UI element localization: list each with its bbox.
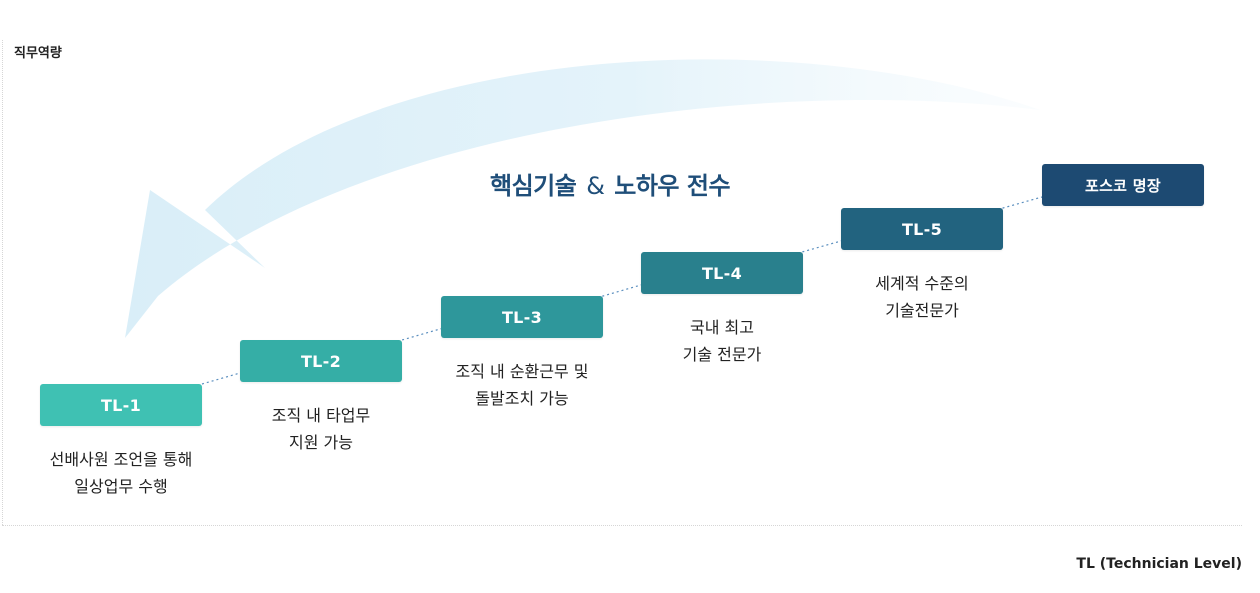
level-desc-tl-3: 조직 내 순환근무 및 돌발조치 가능	[455, 362, 589, 408]
level-desc-tl-2: 조직 내 타업무 지원 가능	[271, 406, 371, 452]
level-box-tl-3: TL-3	[441, 296, 603, 338]
level-box-tl-2: TL-2	[240, 340, 402, 382]
level-box-tl-1: TL-1	[40, 384, 202, 426]
level-desc-tl-5: 세계적 수준의 기술전문가	[875, 274, 969, 320]
x-axis-line	[2, 525, 1242, 526]
x-axis-label: TL (Technician Level)	[1076, 556, 1242, 572]
y-axis-label: 직무역량	[14, 46, 62, 61]
level-desc-tl-4: 국내 최고 기술 전문가	[682, 318, 762, 364]
level-desc-tl-1: 선배사원 조언을 통해 일상업무 수행	[49, 450, 193, 496]
headline-part2: 노하우 전수	[614, 172, 731, 200]
headline: 핵심기술 & 노하우 전수	[490, 166, 731, 201]
headline-ampersand: &	[586, 172, 605, 200]
level-box-posco-master: 포스코 명장	[1042, 164, 1204, 206]
headline-part1: 핵심기술	[490, 172, 577, 200]
y-axis-line	[2, 40, 3, 525]
level-box-tl-5: TL-5	[841, 208, 1003, 250]
level-box-tl-4: TL-4	[641, 252, 803, 294]
